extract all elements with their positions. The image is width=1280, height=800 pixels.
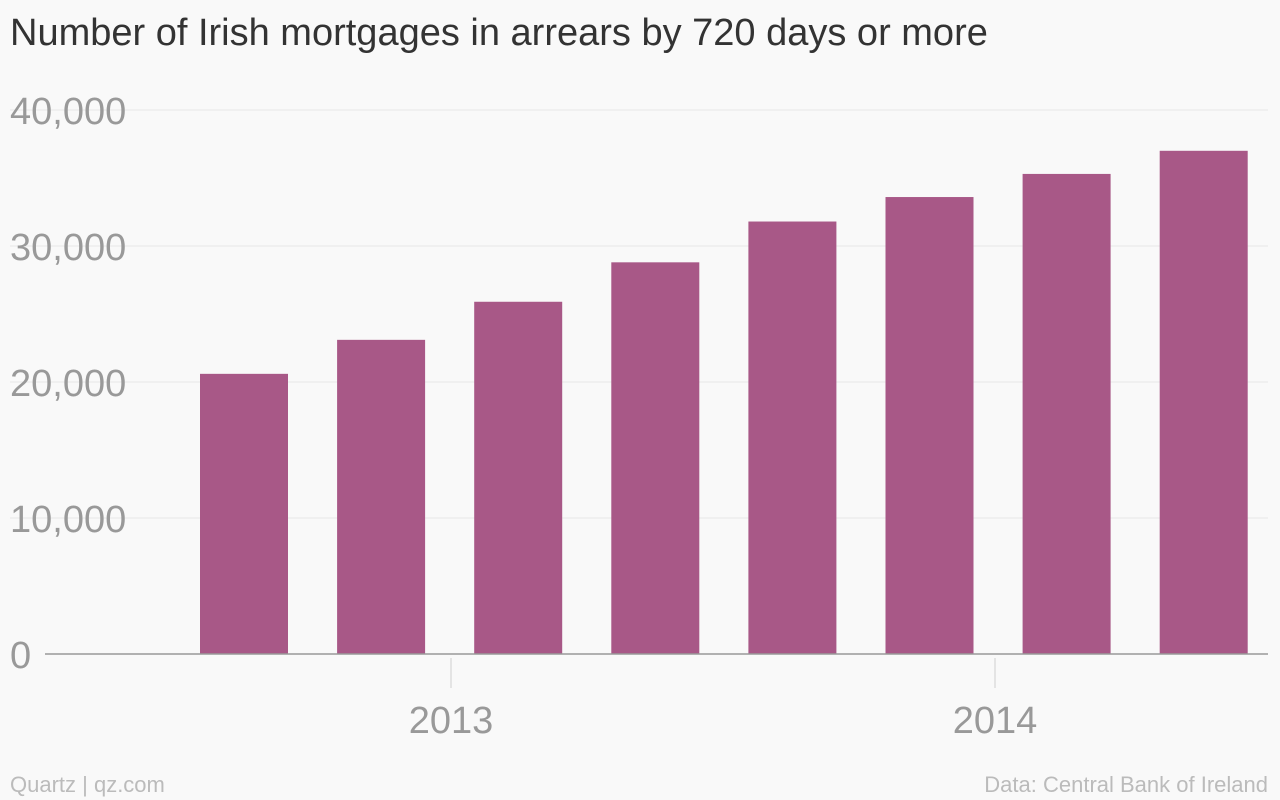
bar <box>474 301 563 654</box>
x-axis-ticks: 2013 2014 <box>409 658 1038 742</box>
y-tick-label: 20,000 <box>10 363 126 405</box>
y-tick-label: 30,000 <box>10 227 126 269</box>
chart-title: Number of Irish mortgages in arrears by … <box>10 12 988 54</box>
y-tick-label: 10,000 <box>10 499 126 541</box>
bar <box>748 221 837 654</box>
footer-source: Data: Central Bank of Ireland <box>984 772 1268 797</box>
footer-credit: Quartz | qz.com <box>10 772 165 797</box>
y-axis-ticks: 0 10,000 20,000 30,000 40,000 <box>10 91 126 677</box>
bar <box>337 339 426 654</box>
bar <box>1022 173 1111 655</box>
bar <box>1159 150 1248 655</box>
x-tick-label: 2013 <box>409 700 494 742</box>
bar <box>885 197 974 655</box>
y-tick-label: 0 <box>10 635 31 677</box>
y-tick-label: 40,000 <box>10 91 126 133</box>
bar <box>200 373 288 654</box>
bar <box>611 262 700 654</box>
bars <box>200 150 1248 655</box>
x-tick-label: 2014 <box>953 700 1038 742</box>
